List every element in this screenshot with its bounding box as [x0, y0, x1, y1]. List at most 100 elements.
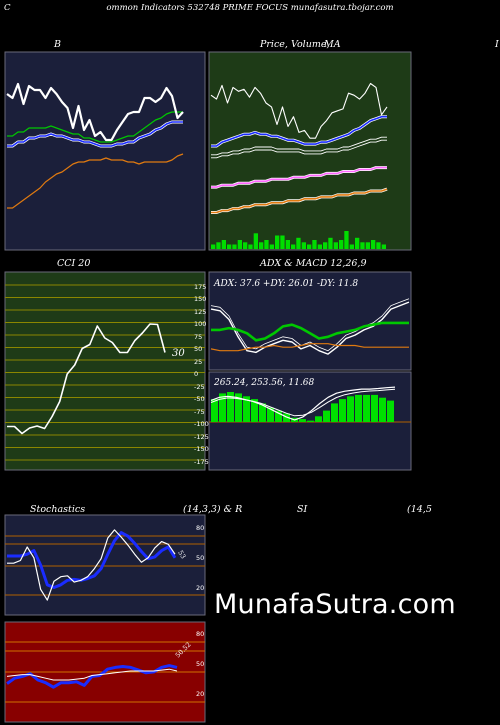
macd-histogram-bar	[315, 416, 322, 422]
volume-bar	[216, 242, 221, 250]
stoch-d-line	[7, 531, 177, 589]
volume-bar	[307, 244, 312, 249]
cci-tick-label: -25	[194, 383, 205, 391]
macd-histogram-bar	[379, 397, 386, 422]
volume-bar	[291, 244, 296, 249]
volume-bar	[211, 244, 216, 249]
cci-tick-label: -50	[194, 395, 205, 403]
volume-bar	[285, 240, 290, 249]
volume-bar	[381, 244, 386, 249]
macd-histogram-bar	[331, 403, 338, 422]
macd-histogram-bar	[347, 396, 354, 422]
ma-blue	[211, 115, 387, 147]
volume-bar	[349, 244, 354, 249]
volume-bar	[259, 242, 264, 250]
cci-tick-label: 25	[194, 358, 202, 366]
volume-bar	[328, 237, 333, 250]
rsi-tick-label: 50	[196, 660, 204, 668]
macd-histogram-bar	[267, 407, 274, 422]
stoch-title-a: Stochastics	[30, 504, 86, 515]
ma-white	[211, 139, 387, 159]
cci-tick-label: -125	[194, 433, 209, 441]
rsi-line	[6, 664, 178, 689]
cut-panel-title: I	[495, 39, 499, 50]
bb-price-line	[6, 82, 184, 142]
rsi-tick-label: 80	[196, 630, 204, 638]
cci-tick-label: -75	[194, 408, 205, 416]
ma-magenta	[211, 166, 387, 188]
volume-bar	[237, 240, 242, 249]
volume-bar	[344, 231, 349, 249]
stoch-tick-label: 50	[196, 554, 204, 562]
adx-readout: ADX: 37.6 +DY: 26.01 -DY: 11.8	[213, 279, 358, 289]
volume-bar	[227, 244, 232, 249]
price-title: Price, Volume, MA	[260, 39, 341, 50]
volume-bar	[376, 242, 381, 250]
cci-tick-label: 0	[194, 370, 198, 378]
stoch-tick-label: 80	[196, 524, 204, 532]
adx-line-shadow	[210, 298, 410, 352]
cci-tick-label: 150	[194, 295, 206, 303]
ma-white-outline	[211, 136, 387, 156]
volume-bar	[333, 242, 338, 250]
macd-histogram-bar	[323, 410, 330, 422]
stoch-k-line	[7, 529, 176, 601]
bb-lower-band	[7, 153, 184, 209]
volume-bar	[312, 240, 317, 249]
cci-line	[7, 323, 166, 435]
cci-tick-label: 175	[194, 283, 206, 291]
cci-tick-label: 75	[194, 333, 202, 341]
volume-bar	[296, 237, 301, 250]
chart-header: C ommon Indicators 532748 PRIME FOCUS mu…	[0, 0, 500, 14]
cci-tick-label: -175	[194, 458, 209, 466]
macd-histogram-bar	[339, 399, 346, 422]
volume-bar	[232, 244, 237, 249]
volume-bar	[275, 235, 280, 249]
cci-tick-label: 50	[194, 345, 202, 353]
minus-dy-line	[210, 343, 409, 352]
macd-histogram-bar	[211, 399, 218, 422]
header-corner: C	[4, 3, 11, 13]
macd-histogram-bar	[219, 393, 226, 422]
volume-bar	[243, 242, 248, 250]
plot-layer	[6, 82, 410, 689]
stoch-tick-label: 20	[196, 584, 204, 592]
volume-bar	[221, 240, 226, 249]
cci-gridlines	[5, 284, 205, 461]
volume-bar	[339, 240, 344, 249]
macd-histogram-bar	[243, 396, 250, 422]
macd-histogram-bar	[275, 410, 282, 422]
adx-title: ADX & MACD 12,26,9	[260, 258, 367, 269]
volume-bar	[323, 242, 328, 250]
cci-panel	[4, 271, 206, 471]
macd-histogram-bar	[363, 394, 370, 422]
header-title: ommon Indicators 532748 PRIME FOCUS muna…	[106, 3, 394, 13]
volume-bar	[269, 244, 274, 249]
ma-orange	[211, 188, 388, 214]
watermark: MunafaSutra.com	[214, 589, 456, 620]
volume-bar	[355, 237, 360, 250]
stoch-panel	[4, 514, 206, 616]
macd-histogram-bar	[235, 393, 242, 422]
stoch-title-b: (14,3,3) & R	[183, 504, 243, 515]
volume-bar	[280, 235, 285, 249]
price-line	[210, 82, 388, 139]
volume-bar	[264, 240, 269, 249]
stoch-title-c: SI	[297, 504, 308, 515]
bb-panel	[4, 51, 206, 251]
macd-histogram-bar	[355, 394, 362, 422]
macd-histogram-bar	[227, 392, 234, 422]
volume-bar	[365, 242, 370, 250]
volume-bar	[360, 242, 365, 250]
cci-tick-label: 100	[194, 320, 206, 328]
cci-tick-label: -150	[194, 445, 209, 453]
bb-middle-band	[7, 121, 183, 147]
macd-line	[210, 386, 396, 421]
cci-tick-label: -100	[194, 420, 209, 428]
macd-histogram-bar	[371, 394, 378, 422]
cci-title: CCI 20	[57, 258, 91, 269]
volume-bar	[253, 233, 258, 250]
plus-dy-line	[211, 321, 409, 342]
macd-histogram-bar	[283, 413, 290, 422]
